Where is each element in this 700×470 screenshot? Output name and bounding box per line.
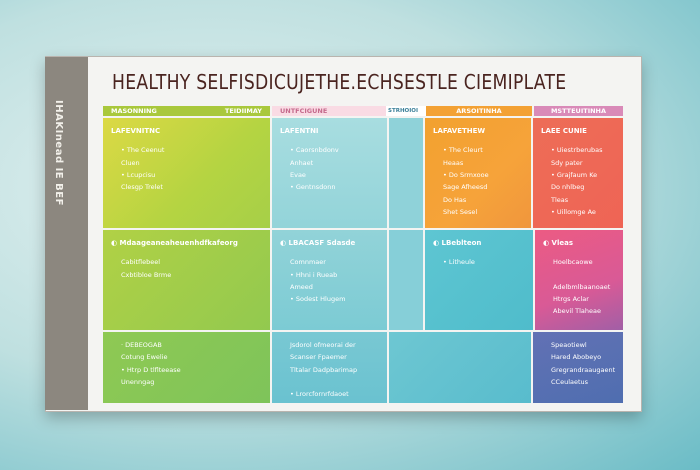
- cell-heading: ◐ Mdaageaneaheuenhdfkafeorg: [111, 239, 238, 247]
- cell-item: Scanser Fpaemer: [290, 353, 347, 362]
- cell-item: Do Has: [443, 195, 467, 204]
- cell-item: • Do Srmxooe: [443, 170, 489, 179]
- cell-item: Do nhlbeg: [551, 183, 585, 192]
- grid-cell: ◐ Vleas Hoelbcaowe Adelbmlbaanoaet Htrgs Ac…: [535, 230, 623, 330]
- cell-item: Evae: [290, 170, 306, 179]
- page-title: HEALTHY SELFISDICUJETHE.ECHSESTLE CIEMIP…: [112, 70, 567, 94]
- cell-item: • The Cleurt: [443, 146, 483, 155]
- cell-heading: LAFAVETHEW: [433, 127, 486, 135]
- cell-item: Unenngag: [121, 378, 155, 387]
- cell-item: [543, 269, 615, 281]
- cell-item: • Hhni i Rueab: [290, 270, 338, 279]
- column-header-2: TEIDIIMAY: [203, 106, 270, 116]
- cell-item: Tltalar Dadpbarimap: [290, 365, 358, 374]
- cell-item: Speaotiewl: [551, 341, 587, 349]
- cell-item: Htrgs Aclar: [553, 294, 589, 303]
- cell-item: • Grajfaum Ke: [551, 170, 598, 179]
- cell-item: Tleas: [551, 195, 569, 204]
- grid-cell: Jsdorol ofmeorai der Scanser Fpaemer Tlta…: [272, 332, 387, 403]
- cell-item: Jsdorol ofmeorai der: [290, 341, 356, 349]
- cell-item: Clesgp Trelet: [121, 183, 163, 192]
- cell-item: • Lcupcisu: [121, 170, 156, 179]
- cell-item: Ameed: [290, 282, 313, 291]
- cell-item: Cxbtibloe Brme: [121, 270, 172, 279]
- cell-heading: LAEE CUNIE: [541, 127, 587, 135]
- cell-item: • The Ceenut: [121, 146, 165, 155]
- cell-item: Hared Abobeyo: [551, 353, 602, 362]
- column-header-4: STRHOIOI: [386, 106, 426, 116]
- cell-item: Anhaet: [290, 158, 314, 167]
- cell-heading: ◐ Vleas: [543, 239, 573, 247]
- grid-cell: ◐ Mdaageaneaheuenhdfkafeorg Cabitflebeel C…: [103, 230, 270, 330]
- side-strip: [45, 57, 88, 410]
- cell-item: • Uiestrberubas: [551, 146, 603, 155]
- cell-item: • Uillomge Ae: [551, 208, 596, 217]
- cell-item: Shet Sesel: [443, 208, 478, 217]
- cell-item: Abevil Tlaheae: [553, 307, 601, 316]
- cell-item: • Sodest Hlugem: [290, 295, 346, 304]
- grid-cell: ◐ LBACASF Sdasde Comnmaer • Hhni i Rueab Am…: [272, 230, 387, 330]
- grid-cell: LAFAVETHEW • The Cleurt Heaas • Do Srmxooe S…: [425, 118, 531, 228]
- cell-item: • Gentnsdonn: [290, 183, 336, 192]
- cell-heading: LAFENTNI: [280, 127, 319, 135]
- cell-item: • Caorsnbdonv: [290, 146, 339, 155]
- cell-heading: ◐ LBACASF Sdasde: [280, 239, 356, 247]
- cell-item: Cabitflebeel: [121, 258, 161, 267]
- column-header-5: ARSOITINHA: [426, 106, 532, 116]
- grid-cell: [389, 332, 531, 403]
- grid-cell: ◐ LBeblteon • Litheule: [425, 230, 533, 330]
- grid-cell: LAFEVNITNC • The Ceenut Cluen • Lcupcisu Cle…: [103, 118, 270, 228]
- cell-item: Cluen: [121, 158, 140, 167]
- cell-item: [280, 376, 379, 388]
- cell-item: • Lrorcfornrfdaoet: [290, 390, 349, 399]
- cell-item: • Litheule: [443, 258, 475, 267]
- grid-cell: Speaotiewl Hared Abobeyo Gregrandraaugaent…: [533, 332, 623, 403]
- cell-item: Adelbmlbaanoaet: [553, 282, 611, 291]
- cell-item: • Htrp D tlflteease: [121, 365, 181, 374]
- column-header-6: MSTTEUITINHA: [534, 106, 623, 116]
- grid-cell: [389, 230, 423, 330]
- cell-item: Comnmaer: [290, 258, 326, 267]
- cell-item: Sdy pater: [551, 158, 583, 167]
- cell-heading: ◐ LBeblteon: [433, 239, 482, 247]
- grid-cell: · DEBEOGAB Cotung Ewelie • Htrp D tlflteea…: [103, 332, 270, 403]
- cell-heading: LAFEVNITNC: [111, 127, 161, 135]
- cell-item: Hoelbcaowe: [553, 258, 593, 267]
- grid-cell: LAFENTNI • Caorsnbdonv Anhaet Evae • Gentnsd…: [272, 118, 387, 228]
- cell-item: Cotung Ewelie: [121, 353, 168, 362]
- grid-cell: LAEE CUNIE • Uiestrberubas Sdy pater • Graj…: [533, 118, 623, 228]
- cell-item: · DEBEOGAB: [121, 341, 162, 349]
- side-label: IHAKInead IE BEF: [53, 100, 64, 206]
- cell-item: Sage Afheesd: [443, 183, 488, 192]
- grid-cell: [389, 118, 423, 228]
- cell-item: CCeulaetus: [551, 378, 589, 387]
- cell-item: Gregrandraaugaent: [551, 365, 616, 374]
- column-header-1: MASONNING: [103, 106, 203, 116]
- cell-item: Heaas: [443, 158, 464, 167]
- column-header-3: UNTFCIGUNE: [272, 106, 387, 116]
